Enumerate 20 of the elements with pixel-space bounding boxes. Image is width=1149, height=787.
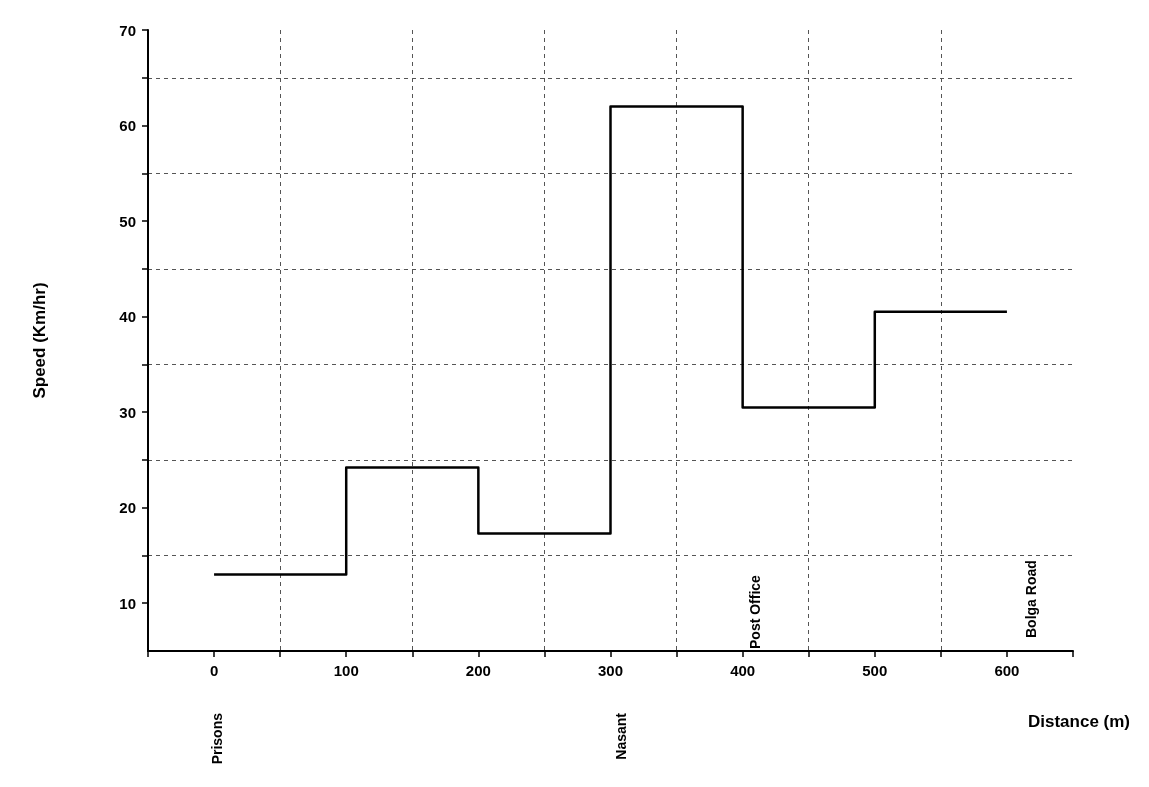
y-tick-label: 50 xyxy=(119,212,136,230)
x-tick-label: 200 xyxy=(465,662,491,679)
y-tick-label: 20 xyxy=(119,499,136,517)
x-axis-title: Distance (m) xyxy=(1027,712,1131,731)
x-tick-label: 100 xyxy=(333,662,359,679)
y-tick-label: 70 xyxy=(119,21,136,39)
y-tick-label: 30 xyxy=(119,403,136,421)
x-tick-label: 500 xyxy=(862,662,888,679)
x-tick-label: 400 xyxy=(730,662,756,679)
text: Prisons xyxy=(209,712,225,765)
x-tick-label: 0 xyxy=(209,662,219,679)
x-tick-label: 600 xyxy=(994,662,1020,679)
x-tick-label: 300 xyxy=(597,662,624,679)
y-tick-label: 40 xyxy=(119,308,136,326)
annotation: Post Office xyxy=(747,574,763,649)
y-tick-label: 60 xyxy=(119,117,136,135)
text: Nasant xyxy=(613,712,629,760)
annotation: Bolga Road xyxy=(1023,560,1039,638)
y-tick-label: 10 xyxy=(119,594,136,612)
y-axis-title: Speed (Km/hr) xyxy=(30,282,49,399)
